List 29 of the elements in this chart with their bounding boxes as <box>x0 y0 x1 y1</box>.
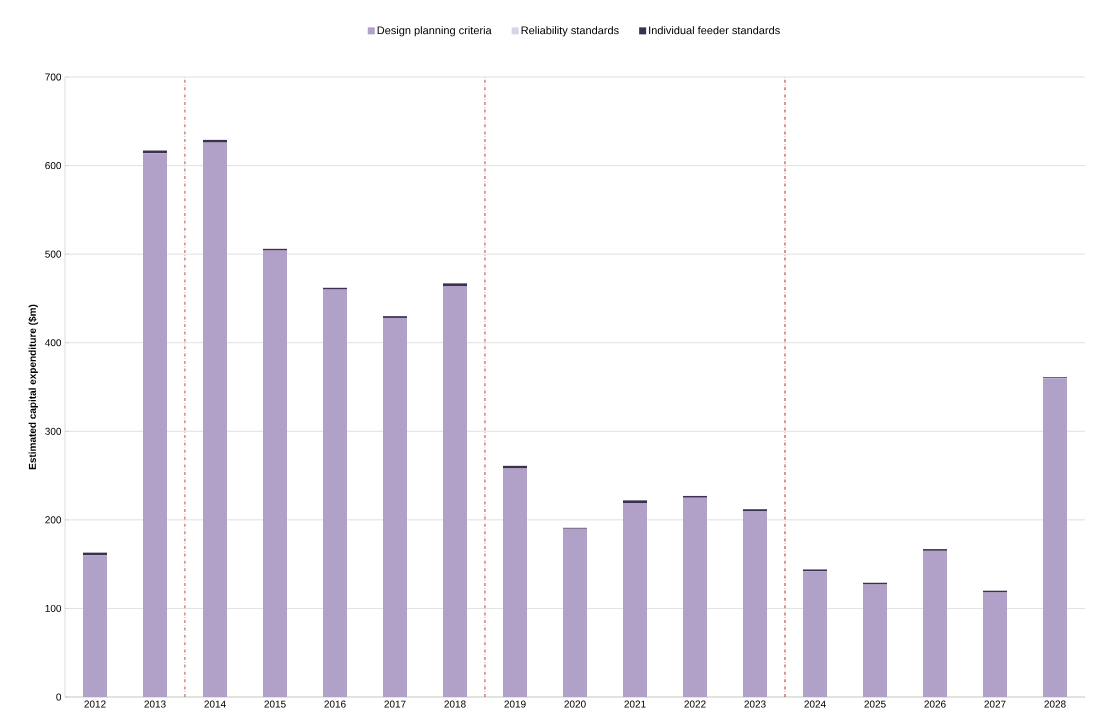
x-tick-label: 2023 <box>744 700 766 708</box>
y-tick-label: 200 <box>45 516 62 524</box>
x-tick-label: 2014 <box>204 700 226 708</box>
legend-label: Reliability standards <box>521 26 619 37</box>
x-tick-label: 2025 <box>864 700 886 708</box>
y-axis-title: Estimated capital expenditure ($m) <box>28 304 38 470</box>
y-tick-label: 700 <box>45 73 62 81</box>
y-tick-label: 100 <box>45 604 62 612</box>
x-tick-label: 2016 <box>324 700 346 708</box>
legend-label: Individual feeder standards <box>649 26 780 35</box>
x-tick-label: 2015 <box>264 700 286 708</box>
x-tick-label: 2028 <box>1044 700 1066 708</box>
x-tick-label: 2026 <box>924 700 946 708</box>
x-tick-label: 2027 <box>984 700 1006 708</box>
y-tick-label: 500 <box>45 250 62 258</box>
x-tick-label: 2013 <box>144 700 166 708</box>
y-tick-label: 300 <box>45 427 62 435</box>
x-tick-label: 2017 <box>384 700 406 708</box>
x-tick-label: 2024 <box>804 700 826 708</box>
x-tick-label: 2019 <box>504 700 526 708</box>
x-tick-label: 2022 <box>684 700 706 708</box>
x-tick-label: 2018 <box>444 700 466 708</box>
y-tick-label: 0 <box>56 693 62 701</box>
y-tick-label: 400 <box>45 339 62 347</box>
x-tick-label: 2021 <box>624 700 646 708</box>
x-tick-label: 2012 <box>84 700 106 708</box>
x-tick-label: 2020 <box>564 700 586 708</box>
y-tick-label: 600 <box>45 162 62 170</box>
legend-label: Design planning criteria <box>377 26 492 37</box>
